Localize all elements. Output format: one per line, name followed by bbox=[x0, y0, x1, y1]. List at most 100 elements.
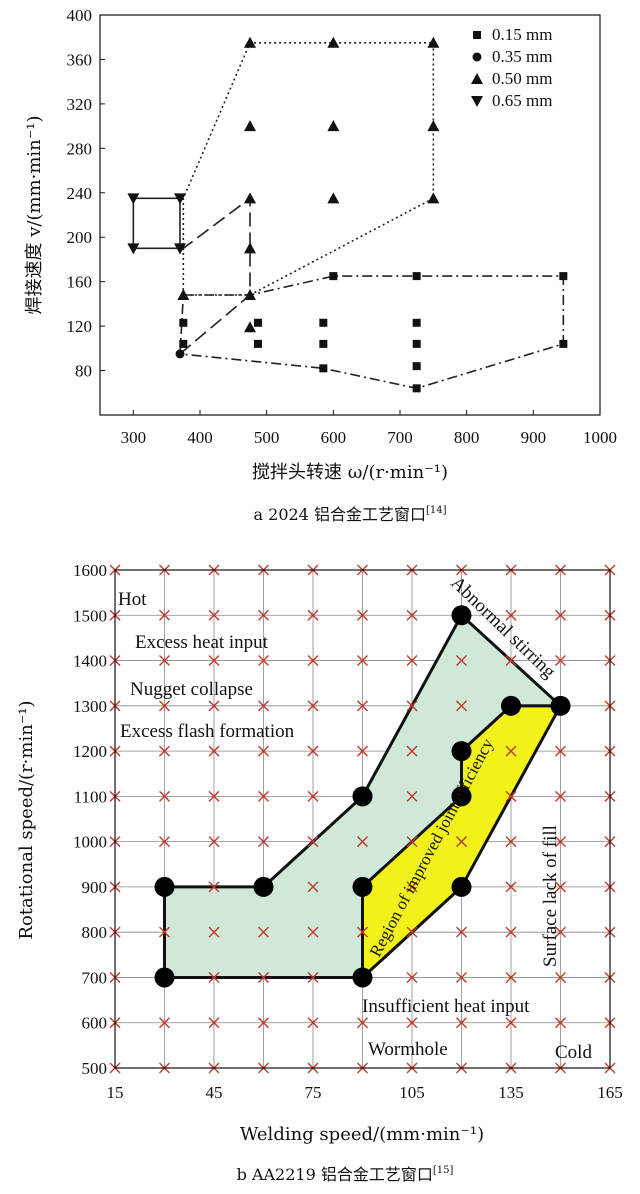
chart-b-caption-text: b AA2219 铝合金工艺窗口 bbox=[237, 1165, 433, 1184]
annotation-insufficient-heat: Insufficient heat input bbox=[362, 996, 530, 1017]
x-tick-label: 75 bbox=[305, 1083, 322, 1102]
window-vertex-dot bbox=[154, 876, 175, 897]
grid-cross-marker bbox=[456, 700, 467, 712]
grid-cross-marker bbox=[307, 881, 319, 893]
y-tick-label: 1200 bbox=[73, 742, 107, 761]
chart-a-caption: a 2024 铝合金工艺窗口[14] bbox=[254, 505, 447, 524]
x-tick-label: 900 bbox=[521, 428, 547, 447]
x-tick-label: 800 bbox=[454, 428, 480, 447]
chart-b-caption-ref: [15] bbox=[433, 1165, 454, 1176]
data-point-circle bbox=[175, 349, 185, 359]
grid-cross-marker bbox=[159, 1017, 170, 1029]
y-tick-label: 1500 bbox=[73, 606, 107, 625]
grid-cross-marker bbox=[208, 609, 220, 621]
data-point-square bbox=[559, 272, 568, 281]
y-tick-label: 320 bbox=[67, 95, 93, 114]
grid-cross-marker bbox=[555, 745, 566, 757]
y-tick-label: 900 bbox=[82, 878, 108, 897]
grid-cross-marker bbox=[456, 926, 467, 938]
grid-cross-marker bbox=[357, 609, 368, 621]
x-tick-label: 135 bbox=[498, 1083, 524, 1102]
annotation-cold: Cold bbox=[555, 1042, 592, 1063]
grid-cross-marker bbox=[456, 836, 467, 848]
data-point-square bbox=[319, 339, 328, 348]
y-tick-label: 80 bbox=[75, 362, 92, 381]
grid-cross-marker bbox=[555, 836, 566, 848]
data-point-square bbox=[412, 318, 421, 327]
grid-cross-marker bbox=[357, 745, 368, 757]
grid-cross-marker bbox=[406, 836, 418, 848]
x-tick-label: 1000 bbox=[583, 428, 617, 447]
x-tick-label: 300 bbox=[121, 428, 147, 447]
window-0.35mm-boundary bbox=[179, 196, 251, 355]
grid-cross-marker bbox=[208, 881, 220, 893]
grid-cross-marker bbox=[159, 609, 170, 621]
legend-marker-circle bbox=[472, 52, 482, 62]
legend-label: 0.50 mm bbox=[492, 69, 552, 88]
grid-cross-marker bbox=[258, 971, 269, 983]
chart-b: 15 45 75 105 135 165 500 600 700 800 900 1000 1100 12… bbox=[16, 561, 623, 1184]
data-point-triangle-up bbox=[327, 36, 340, 48]
chart-b-vertex-dots bbox=[154, 605, 571, 988]
window-0.15mm-boundary bbox=[179, 275, 565, 390]
grid-cross-marker bbox=[406, 745, 418, 757]
y-tick-label: 1100 bbox=[74, 787, 107, 806]
grid-cross-marker bbox=[406, 609, 418, 621]
x-tick-label: 500 bbox=[254, 428, 280, 447]
window-vertex-dot bbox=[154, 967, 175, 988]
grid-cross-marker bbox=[208, 745, 220, 757]
annotation-excess-heat: Excess heat input bbox=[135, 632, 269, 653]
data-point-square bbox=[254, 318, 262, 327]
grid-cross-marker bbox=[258, 655, 269, 667]
grid-cross-marker bbox=[307, 609, 319, 621]
grid-cross-marker bbox=[406, 790, 418, 802]
data-point-triangle-up bbox=[427, 120, 440, 132]
grid-cross-marker bbox=[258, 926, 269, 938]
data-point-square bbox=[319, 318, 328, 327]
data-point-square bbox=[559, 339, 568, 348]
x-tick-label: 165 bbox=[597, 1083, 623, 1102]
y-tick-label: 160 bbox=[67, 273, 93, 292]
grid-cross-marker bbox=[406, 655, 418, 667]
window-vertex-dot bbox=[352, 876, 373, 897]
y-tick-label: 200 bbox=[67, 228, 93, 247]
chart-b-caption: b AA2219 铝合金工艺窗口[15] bbox=[237, 1165, 454, 1184]
grid-cross-marker bbox=[406, 971, 418, 983]
chart-a-xlabel: 搅拌头转速 ω/(r·min⁻¹) bbox=[252, 462, 448, 483]
grid-cross-marker bbox=[258, 790, 269, 802]
grid-cross-marker bbox=[258, 745, 269, 757]
data-point-square bbox=[412, 339, 421, 348]
data-point-square bbox=[319, 364, 328, 373]
grid-cross-marker bbox=[555, 790, 566, 802]
y-tick-label: 700 bbox=[82, 968, 108, 987]
y-tick-label: 1600 bbox=[73, 561, 107, 580]
chart-b-ticks: 15 45 75 105 135 165 500 600 700 800 900 1000 1100 12… bbox=[73, 561, 623, 1102]
y-tick-label: 240 bbox=[67, 184, 93, 203]
x-tick-label: 700 bbox=[387, 428, 413, 447]
grid-cross-marker bbox=[208, 926, 220, 938]
y-tick-label: 400 bbox=[67, 6, 93, 25]
legend-label: 0.65 mm bbox=[492, 91, 552, 110]
grid-cross-marker bbox=[357, 700, 368, 712]
grid-cross-marker bbox=[307, 836, 319, 848]
grid-cross-marker bbox=[456, 971, 467, 983]
data-point-triangle-up bbox=[244, 192, 256, 204]
x-tick-label: 45 bbox=[206, 1083, 223, 1102]
chart-a: 300 400 500 600 700 800 900 1000 80 120 160 200 240 2… bbox=[24, 6, 617, 524]
annotation-nugget-collapse: Nugget collapse bbox=[130, 679, 253, 700]
grid-cross-marker bbox=[307, 790, 319, 802]
data-point-triangle-up bbox=[244, 321, 256, 333]
data-point-triangle-down bbox=[174, 193, 186, 205]
window-vertex-dot bbox=[451, 741, 472, 762]
grid-cross-marker bbox=[505, 790, 517, 802]
grid-cross-marker bbox=[208, 700, 220, 712]
chart-a-legend: 0.15 mm 0.35 mm 0.50 mm 0.65 mm bbox=[471, 25, 552, 110]
window-vertex-dot bbox=[352, 967, 373, 988]
chart-a-caption-text: a 2024 铝合金工艺窗口 bbox=[254, 505, 426, 524]
data-point-triangle-up bbox=[427, 36, 440, 48]
data-point-square bbox=[412, 362, 421, 371]
grid-cross-marker bbox=[456, 655, 467, 667]
data-point-triangle-down bbox=[127, 193, 140, 205]
data-point-square bbox=[179, 339, 188, 348]
